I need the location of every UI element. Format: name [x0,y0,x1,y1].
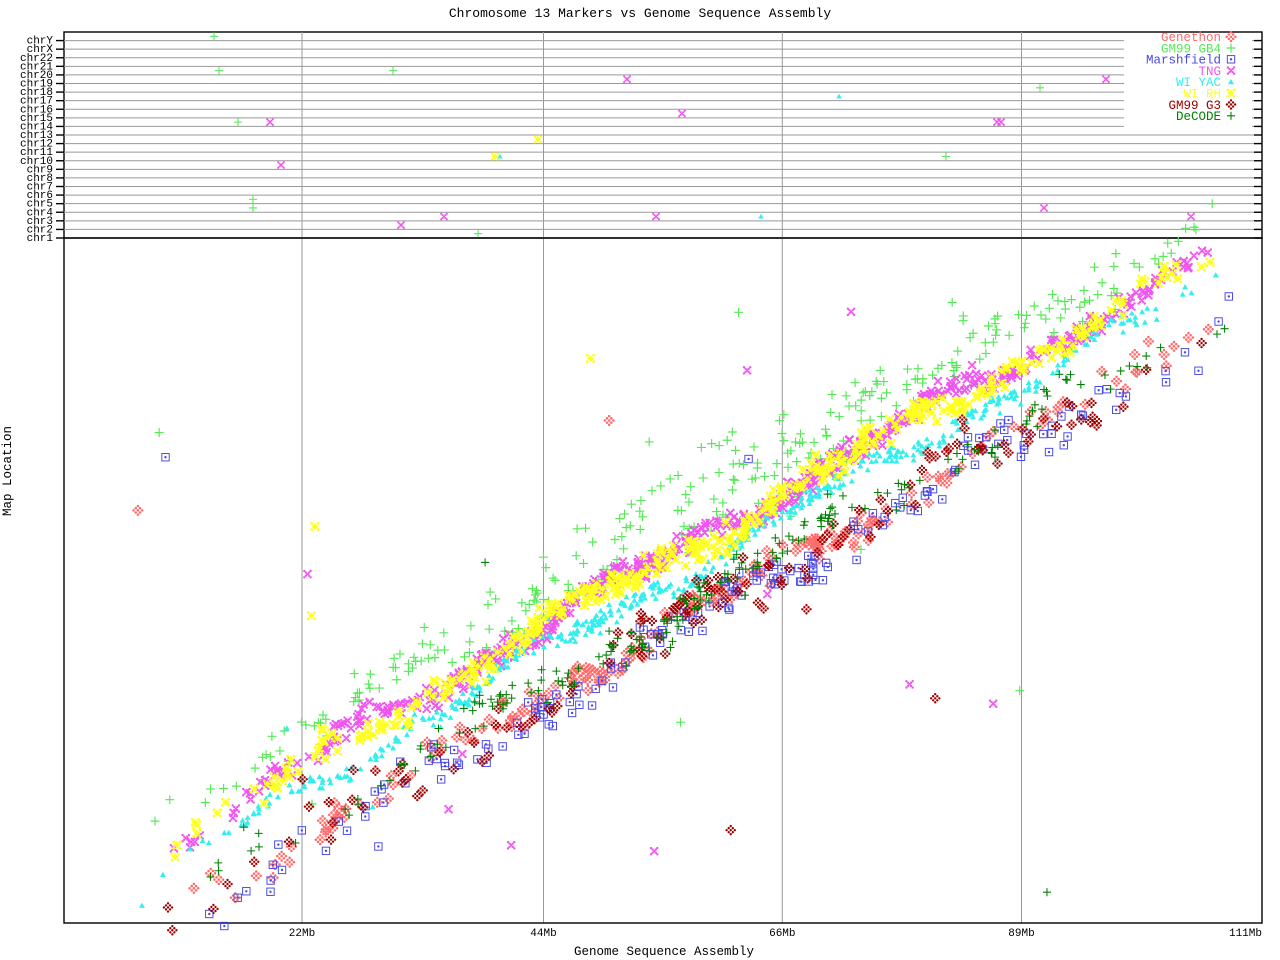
svg-text:44Mb: 44Mb [530,928,556,940]
svg-text:111Mb: 111Mb [1229,928,1262,940]
svg-text:66Mb: 66Mb [769,928,795,940]
svg-text:Chromosome 13 Markers vs Genom: Chromosome 13 Markers vs Genome Sequence… [449,6,831,21]
svg-text:DeCODE: DeCODE [1176,110,1221,124]
svg-text:Genome Sequence Assembly: Genome Sequence Assembly [574,945,755,959]
svg-text:chr1: chr1 [27,233,54,245]
svg-text:89Mb: 89Mb [1008,928,1034,940]
svg-text:Map Location: Map Location [1,426,15,516]
svg-text:22Mb: 22Mb [289,928,315,940]
